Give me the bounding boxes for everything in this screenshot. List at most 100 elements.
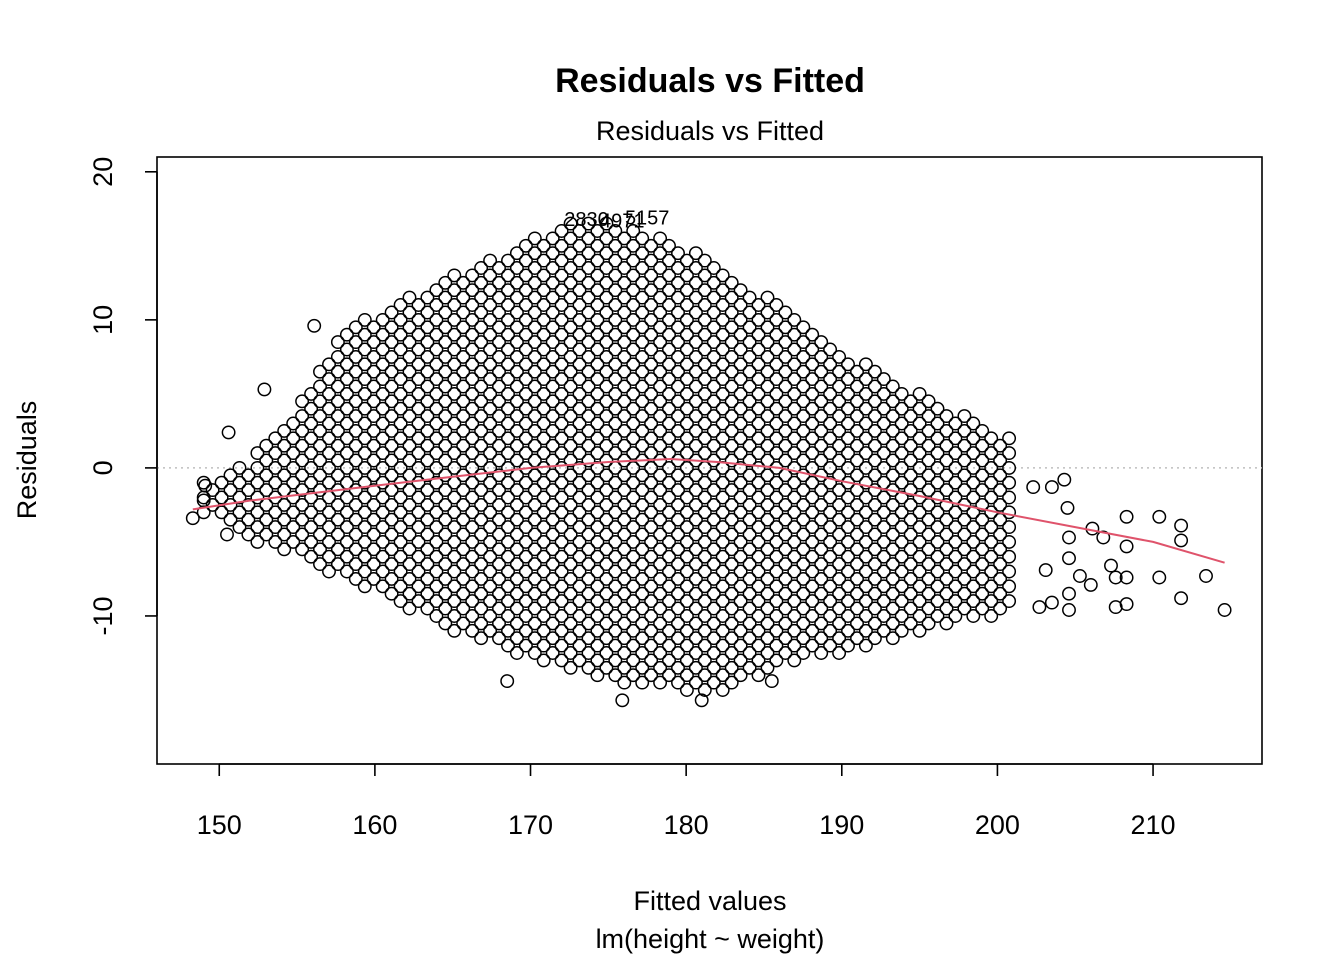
residual-point: [742, 438, 757, 453]
residual-point: [447, 505, 462, 520]
residual-point: [608, 268, 623, 283]
residual-point: [259, 438, 274, 453]
residual-point: [456, 335, 471, 350]
residual-point: [375, 460, 390, 475]
residual-point: [402, 512, 417, 527]
residual-point: [474, 453, 489, 468]
residual-point: [581, 320, 596, 335]
residual-point: [509, 453, 524, 468]
residual-point: [330, 423, 345, 438]
residual-point: [304, 431, 319, 446]
residual-point: [322, 416, 336, 431]
y-tick-label: 20: [88, 157, 118, 187]
residual-point: [411, 490, 426, 505]
residual-point: [393, 372, 408, 387]
residual-point: [626, 505, 641, 520]
residual-point: [626, 416, 641, 431]
residual-point: [447, 594, 462, 609]
residual-point: [330, 468, 345, 483]
residual-point: [662, 238, 676, 253]
residual-point: [572, 594, 587, 609]
residual-point: [348, 379, 363, 394]
residual-point: [456, 320, 471, 335]
residual-point: [366, 497, 381, 512]
residual-point: [545, 409, 560, 424]
residual-point: [277, 453, 292, 468]
residual-point: [438, 364, 453, 379]
residual-point: [501, 283, 515, 298]
residual-point: [545, 275, 560, 290]
residual-point: [948, 460, 963, 475]
residual-point: [492, 290, 506, 305]
residual-point: [760, 646, 775, 660]
residual-point: [554, 268, 569, 283]
residual-point: [366, 320, 381, 335]
residual-point: [930, 564, 945, 579]
residual-point: [715, 668, 730, 683]
residual-point: [492, 527, 506, 542]
residual-point: [688, 305, 703, 320]
residual-point: [724, 483, 739, 498]
residual-point: [536, 268, 551, 283]
residual-point: [590, 564, 605, 579]
residual-point: [939, 483, 954, 498]
residual-point: [769, 298, 784, 312]
residual-point: [984, 609, 999, 623]
residual-point: [250, 534, 265, 549]
residual-point: [366, 571, 381, 586]
residual-point: [554, 283, 569, 298]
residual-point: [671, 527, 685, 542]
residual-point: [706, 616, 721, 631]
residual-point: [850, 364, 864, 379]
residual-point: [268, 520, 283, 535]
residual-point: [751, 623, 766, 638]
residual-point: [536, 238, 551, 253]
residual-point: [465, 594, 480, 609]
residual-point: [313, 468, 327, 483]
residual-point: [339, 534, 354, 549]
residual-point: [465, 401, 480, 416]
residual-point: [456, 364, 471, 379]
residual-point: [993, 571, 1008, 586]
residual-point: [1119, 570, 1134, 585]
residual-point: [706, 438, 721, 453]
residual-point: [841, 505, 855, 520]
residual-point: [742, 497, 757, 512]
residual-point: [644, 268, 659, 283]
residual-point: [366, 512, 381, 527]
residual-point: [1002, 579, 1017, 594]
residual-point: [527, 335, 542, 350]
residual-point: [527, 364, 542, 379]
residual-point: [599, 468, 614, 483]
residual-point: [348, 349, 363, 364]
residual-point: [635, 231, 650, 246]
residual-point: [671, 468, 685, 483]
residual-point: [429, 312, 444, 327]
residual-point: [823, 342, 838, 357]
residual-point: [608, 520, 623, 535]
residual-point: [402, 571, 417, 586]
residual-point: [545, 586, 560, 601]
residual-point: [322, 505, 336, 520]
x-axis-sublabel: lm(height ~ weight): [596, 924, 825, 954]
residual-point: [232, 475, 247, 490]
residual-point: [581, 601, 596, 616]
residual-point: [348, 512, 363, 527]
residual-point: [1199, 569, 1213, 583]
residual-point: [501, 386, 515, 401]
residual-point: [501, 460, 515, 475]
residual-point: [966, 416, 981, 431]
residual-point: [912, 416, 927, 431]
residual-point: [697, 638, 712, 653]
residual-point: [509, 349, 524, 364]
residual-point: [742, 646, 757, 660]
residual-point: [608, 475, 623, 490]
residual-point: [545, 557, 560, 572]
residual-point: [313, 512, 327, 527]
residual-point: [867, 527, 882, 542]
residual-point: [304, 475, 319, 490]
residual-point: [993, 468, 1008, 483]
residual-point: [375, 520, 390, 535]
residual-point: [715, 312, 730, 327]
